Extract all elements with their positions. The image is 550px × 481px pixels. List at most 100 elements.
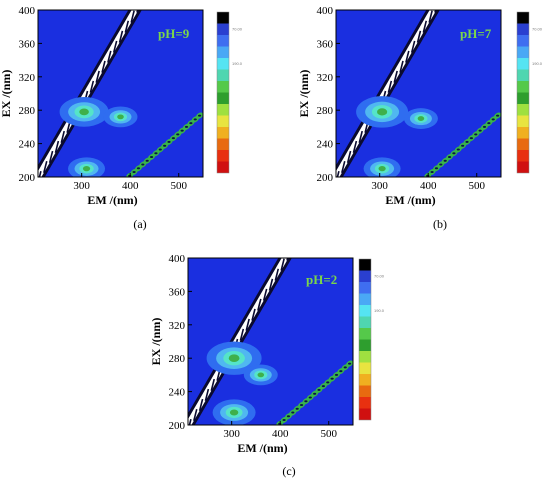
colorbar-segment: [359, 408, 371, 420]
scatter-hatch: [54, 140, 60, 153]
colorbar-segment: [517, 35, 529, 47]
colorbar-segment: [517, 150, 529, 162]
panel-caption: (a): [133, 217, 146, 231]
blob-core: [198, 114, 202, 117]
colorbar-label: 190.0: [232, 61, 243, 66]
x-tick-label: 500: [170, 180, 187, 192]
y-tick-label: 360: [317, 38, 334, 50]
blob-core: [430, 170, 434, 173]
colorbar-label: 70.00: [374, 274, 385, 279]
scatter-hatch: [393, 70, 398, 83]
blob-core: [158, 148, 162, 151]
peak-core: [378, 166, 386, 172]
x-tick-label: 500: [468, 180, 485, 192]
colorbar-segment: [217, 81, 229, 93]
scatter-hatch: [124, 20, 130, 33]
colorbar-segment: [517, 115, 529, 127]
colorbar-label: 70.00: [232, 27, 243, 32]
scatter-hatch: [251, 308, 256, 321]
x-tick-label: 300: [371, 180, 388, 192]
scatter-hatch: [441, 0, 444, 2]
colorbar-segment: [359, 374, 371, 386]
blob-core: [184, 125, 189, 128]
scatter-hatch: [336, 170, 340, 177]
scatter-hatch: [410, 40, 416, 53]
colorbar-segment: [517, 104, 529, 116]
y-axis-label: EX /(nm): [297, 70, 311, 118]
blob-core: [193, 118, 197, 121]
scatter-hatch: [387, 80, 393, 93]
colorbar-segment: [217, 69, 229, 81]
colorbar-segment: [217, 58, 229, 70]
blob-core: [443, 159, 447, 162]
colorbar-segment: [517, 81, 529, 93]
ph-annotation: pH=9: [158, 26, 190, 41]
colorbar-segment: [359, 270, 371, 282]
scatter-hatch: [434, 10, 437, 13]
y-tick-label: 320: [169, 320, 186, 332]
blob-core: [180, 129, 184, 132]
blob-core: [154, 152, 158, 155]
y-tick-label: 320: [19, 72, 36, 84]
blob-core: [334, 373, 339, 376]
colorbar-segment: [359, 351, 371, 363]
plot-frame: [37, 9, 204, 178]
blob-core: [343, 366, 347, 369]
y-tick-label: 360: [19, 38, 36, 50]
peak-core: [417, 116, 425, 121]
colorbar-segment: [517, 69, 529, 81]
peak-core: [228, 354, 240, 363]
scatter-hatch: [322, 189, 325, 201]
colorbar-segment: [217, 115, 229, 127]
scatter-hatch: [112, 40, 118, 53]
colorbar-frame: [516, 11, 530, 174]
peak-core: [117, 114, 124, 120]
blob-core: [465, 140, 469, 143]
blob-core: [136, 167, 141, 170]
blob-core: [482, 125, 487, 128]
x-tick-label: 300: [73, 180, 90, 192]
blob-core: [321, 385, 325, 388]
blob-core: [330, 377, 334, 380]
scatter-hatch: [274, 268, 280, 281]
scatter-hatch: [188, 418, 192, 425]
blob-core: [286, 415, 291, 418]
colorbar-segment: [517, 161, 529, 173]
colorbar-segment: [517, 92, 529, 104]
colorbar-segment: [217, 138, 229, 150]
y-tick-label: 240: [19, 139, 36, 151]
scatter-hatch: [316, 199, 319, 211]
scatter-hatch: [310, 209, 313, 221]
peak-core: [377, 108, 388, 116]
colorbar-segment: [359, 316, 371, 328]
y-tick-label: 240: [317, 139, 334, 151]
scatter-hatch: [262, 288, 268, 301]
scatter-hatch: [293, 239, 296, 251]
blob-core: [308, 396, 312, 399]
scatter-hatch: [245, 318, 250, 331]
scatter-hatch: [95, 70, 100, 83]
blob-core: [163, 144, 167, 147]
scatter-hatch: [257, 298, 262, 311]
colorbar-segment: [359, 397, 371, 409]
scatter-hatch: [136, 10, 139, 13]
scatter-hatch: [304, 219, 307, 231]
colorbar-segment: [517, 127, 529, 139]
scatter-hatch: [299, 229, 302, 241]
colorbar-segment: [517, 12, 529, 24]
colorbar-segment: [359, 305, 371, 317]
scatter-hatch: [107, 50, 112, 63]
colorbar-segment: [359, 362, 371, 374]
blob-core: [313, 392, 317, 395]
colorbar-segment: [217, 92, 229, 104]
colorbar-frame: [358, 258, 372, 421]
x-axis-label: EM /(nm): [87, 193, 137, 207]
scatter-hatch: [416, 30, 422, 43]
y-tick-label: 320: [317, 72, 334, 84]
x-tick-label: 400: [420, 180, 437, 192]
blob-core: [487, 122, 491, 125]
blob-core: [167, 140, 171, 143]
scatter-hatch: [341, 160, 346, 174]
